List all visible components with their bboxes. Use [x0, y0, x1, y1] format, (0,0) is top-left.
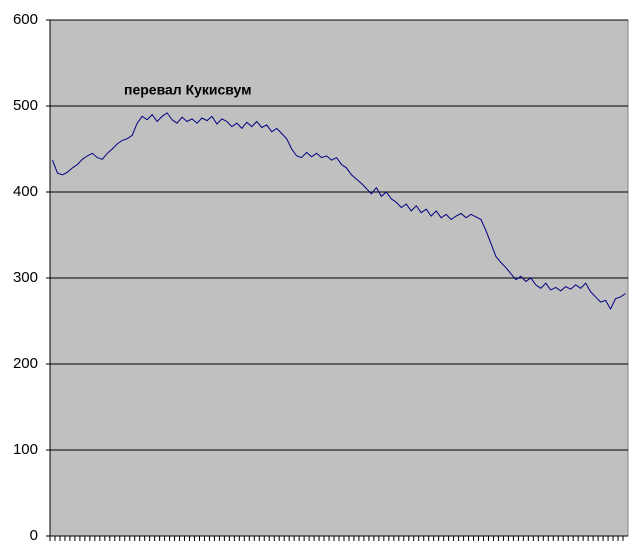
y-tick-label: 600	[13, 11, 38, 28]
line	[52, 112, 626, 311]
y-tick-label: 300	[13, 269, 38, 286]
grid	[50, 19, 628, 451]
y-tick-label: 0	[30, 527, 38, 542]
y-tick-label: 100	[13, 441, 38, 458]
y-tick-label: 400	[13, 183, 38, 200]
annotation: перевал Кукисвум	[124, 82, 252, 98]
y-tick-label: 500	[13, 97, 38, 114]
y-tick-label: 200	[13, 355, 38, 372]
